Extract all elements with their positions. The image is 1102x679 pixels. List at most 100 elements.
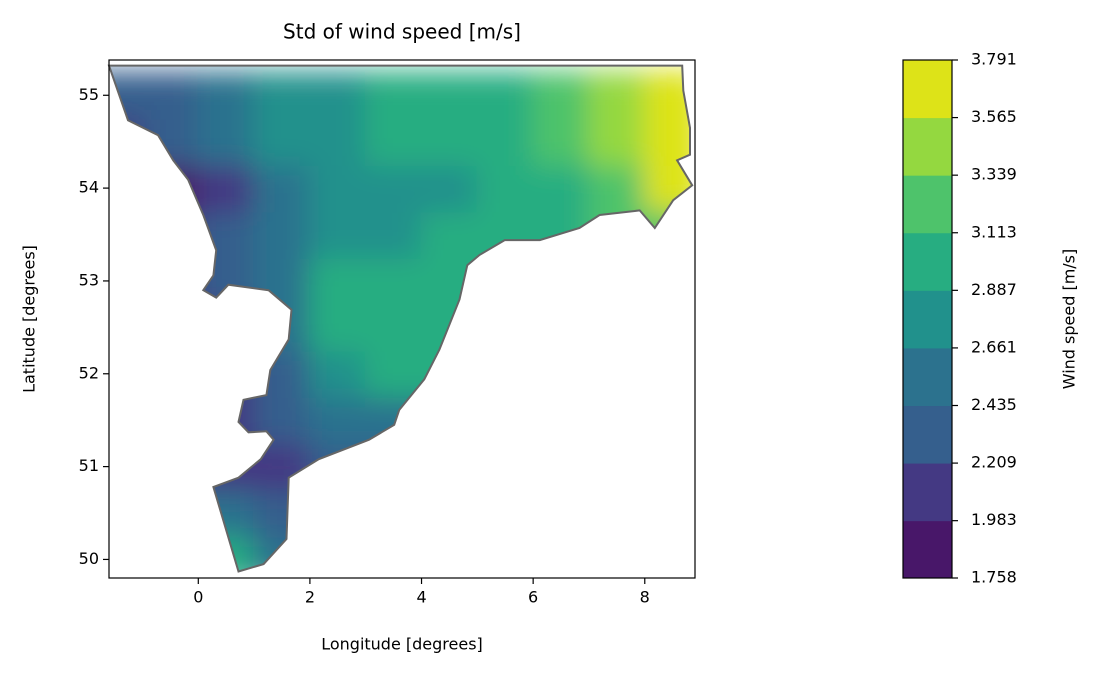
field-cell bbox=[364, 349, 423, 398]
field-cell bbox=[420, 395, 479, 445]
y-axis-label: Latitude [degrees] bbox=[20, 245, 39, 393]
field-cell bbox=[197, 535, 256, 572]
colorbar-band bbox=[903, 60, 952, 119]
field-cell bbox=[420, 117, 479, 166]
y-tick-label: 51 bbox=[79, 456, 99, 475]
field-cell bbox=[643, 303, 693, 352]
field-cell bbox=[587, 535, 646, 572]
layer: 0 2 4 6 8 50 51 52 53 54 55 1.758 1.983 2.209 2.435 2.6… bbox=[79, 50, 1017, 607]
field-cell bbox=[197, 442, 256, 491]
colorbar-band bbox=[903, 520, 952, 579]
colorbar-tick-label: 3.339 bbox=[971, 165, 1017, 184]
field-cell bbox=[253, 256, 311, 306]
field-cell bbox=[197, 303, 256, 352]
field-cell bbox=[253, 488, 311, 538]
colorbar-tick-label: 3.113 bbox=[971, 222, 1017, 241]
y-tick-label: 55 bbox=[79, 85, 99, 104]
field-cell bbox=[308, 256, 367, 306]
colorbar-tick-label: 2.887 bbox=[971, 280, 1017, 299]
field-cell bbox=[141, 163, 200, 213]
colorbar-tick-label: 2.209 bbox=[971, 453, 1017, 472]
field-cell bbox=[420, 349, 479, 398]
field-cell bbox=[364, 210, 423, 259]
field-cell bbox=[476, 349, 535, 398]
field-cell bbox=[420, 535, 479, 572]
field-cell bbox=[109, 303, 144, 352]
field-cell bbox=[308, 535, 367, 572]
chart-title: Std of wind speed [m/s] bbox=[283, 20, 521, 44]
field-cell bbox=[532, 303, 590, 352]
field-cell bbox=[364, 71, 423, 120]
field-cell bbox=[643, 535, 693, 572]
field-cell bbox=[253, 442, 311, 491]
field-cell bbox=[587, 163, 646, 213]
field-cell bbox=[476, 163, 535, 213]
plot-frame bbox=[108, 59, 696, 579]
field-cell bbox=[253, 303, 311, 352]
field-cell bbox=[587, 349, 646, 398]
field-cell bbox=[141, 256, 200, 306]
field-cell bbox=[364, 117, 423, 166]
field-cell bbox=[587, 442, 646, 491]
field-cell bbox=[643, 163, 693, 213]
field-area bbox=[109, 71, 693, 572]
x-tick-label: 6 bbox=[528, 588, 538, 607]
field-cell bbox=[308, 488, 367, 538]
field-cell bbox=[420, 71, 479, 120]
field-cell bbox=[364, 535, 423, 572]
colorbar-band bbox=[903, 232, 952, 291]
colorbar-band bbox=[903, 463, 952, 522]
field-cell bbox=[532, 117, 590, 166]
field-cell bbox=[253, 163, 311, 213]
field-cell bbox=[532, 349, 590, 398]
field-cell bbox=[308, 442, 367, 491]
y-tick-label: 52 bbox=[79, 363, 99, 382]
field-cell bbox=[364, 488, 423, 538]
y-tick-label: 50 bbox=[79, 549, 99, 568]
colorbar-band bbox=[903, 405, 952, 464]
field-cell bbox=[476, 442, 535, 491]
x-axis-label: Longitude [degrees] bbox=[321, 635, 483, 654]
field-cell bbox=[253, 117, 311, 166]
x-tick-label: 4 bbox=[416, 588, 426, 607]
field-cell bbox=[197, 256, 256, 306]
field-cell bbox=[141, 442, 200, 491]
field-cell bbox=[197, 210, 256, 259]
field-cell bbox=[308, 71, 367, 120]
field-cell bbox=[476, 71, 535, 120]
y-tick-label: 54 bbox=[79, 178, 99, 197]
field-cell bbox=[420, 163, 479, 213]
field-cell bbox=[420, 303, 479, 352]
field bbox=[109, 71, 693, 572]
field-cell bbox=[532, 488, 590, 538]
colorbar-band bbox=[903, 290, 952, 349]
field-cell bbox=[587, 303, 646, 352]
field-cell bbox=[141, 349, 200, 398]
colorbar-band bbox=[903, 175, 952, 234]
colorbar-tick-label: 1.758 bbox=[971, 568, 1017, 587]
x-tick-label: 0 bbox=[193, 588, 203, 607]
field-cell bbox=[643, 256, 693, 306]
x-tick-label: 8 bbox=[640, 588, 650, 607]
field-cell bbox=[141, 303, 200, 352]
field-cell bbox=[476, 395, 535, 445]
field-cell bbox=[253, 210, 311, 259]
field-cell bbox=[141, 535, 200, 572]
field-cell bbox=[109, 488, 144, 538]
field-cell bbox=[476, 488, 535, 538]
field-cell bbox=[364, 303, 423, 352]
field-cell bbox=[109, 210, 144, 259]
coastline bbox=[107, 64, 694, 573]
field-cell bbox=[308, 303, 367, 352]
field-cell bbox=[253, 395, 311, 445]
field-cell bbox=[253, 71, 311, 120]
field-cell bbox=[643, 210, 693, 259]
field-cell bbox=[197, 117, 256, 166]
field-cell bbox=[141, 210, 200, 259]
field-cell bbox=[308, 349, 367, 398]
field-cell bbox=[253, 349, 311, 398]
colorbar-tick-label: 3.565 bbox=[971, 107, 1017, 126]
field-cell bbox=[308, 163, 367, 213]
field-cell bbox=[476, 117, 535, 166]
